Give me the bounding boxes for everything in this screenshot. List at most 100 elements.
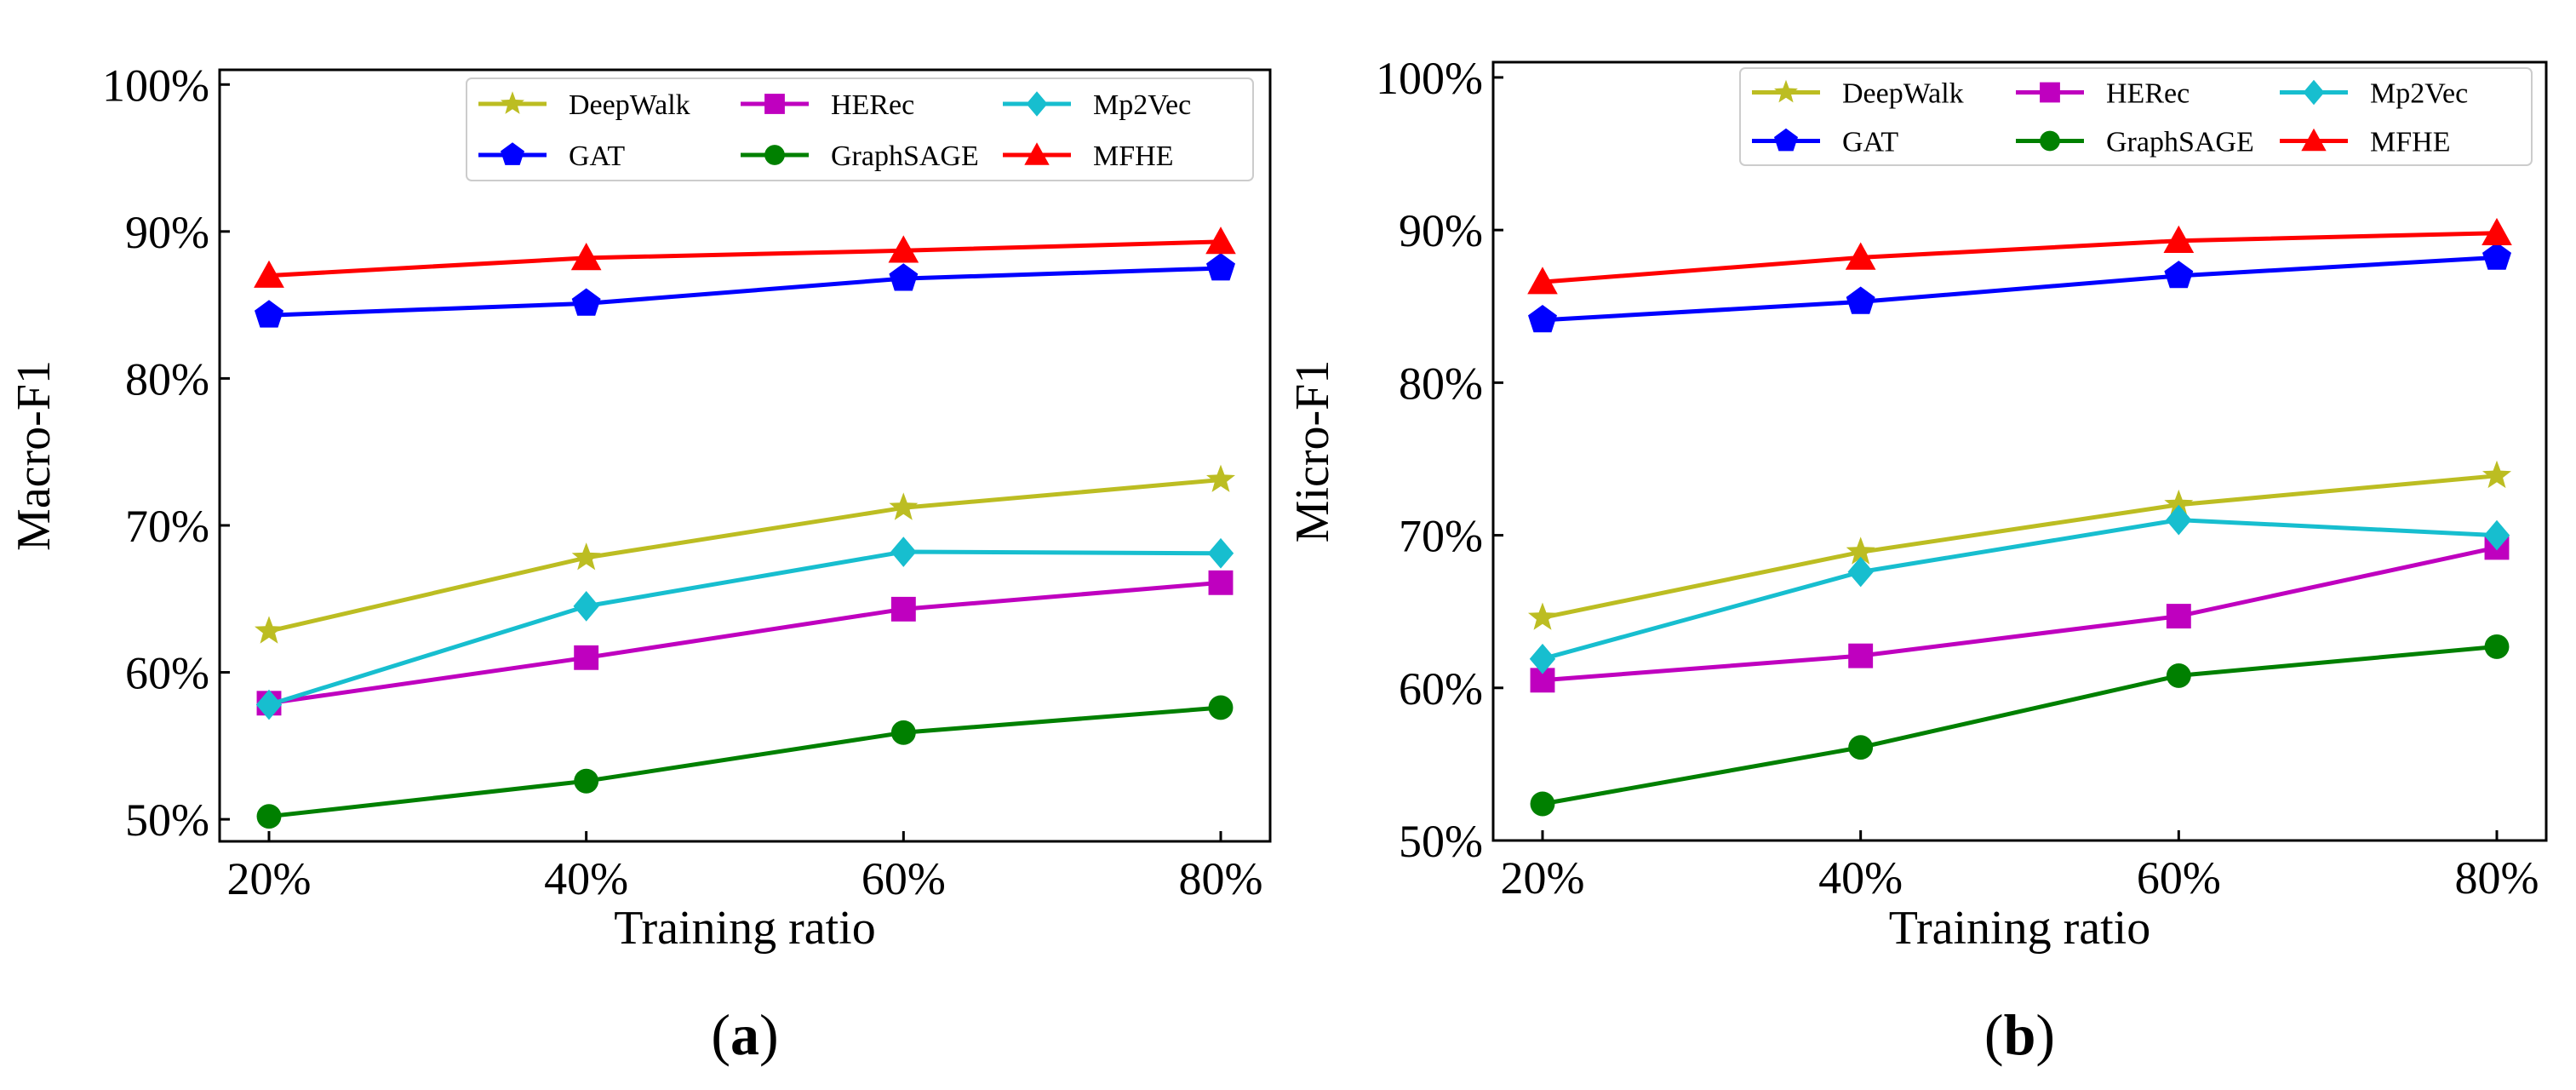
panel-b: 50% 60% 70% 80% 90% 100% 20% 40% 60% 80% Training … [1286,53,2548,1067]
legend-label-herec-a: HERec [831,89,914,121]
data-point-mfhe-a [888,235,919,263]
data-point-herec-a [890,596,916,622]
legend-label-mfhe-a: MFHE [1093,141,1173,172]
data-point-mfhe-a [1205,227,1236,255]
y-tick-label-a: 60% [125,648,209,699]
legend-marker-mfhe-a [1024,142,1050,165]
legend-marker-deepwalk-b [1774,79,1798,103]
y-tick-label-a: 100% [102,60,209,111]
legend-label-gat-a: GAT [569,141,625,172]
series-line-mfhe-a [268,239,1222,278]
series-line-mp2vec-b [1542,518,2498,662]
data-point-deepwalk-b [2482,460,2511,489]
data-point-gat-a [1206,253,1235,281]
data-point-mfhe-b [2482,217,2512,245]
legend-label-graphsage-a: GraphSAGE [831,141,979,172]
data-point-mp2vec-b [2483,519,2510,551]
series-line-mfhe-b [1542,231,2498,284]
data-point-mp2vec-a [890,536,917,567]
plot-frame-a [218,68,1272,843]
x-tick-label-a: 60% [862,853,946,904]
panel-label-b: (b) [1984,1002,2055,1067]
data-point-graphsage-a [890,720,916,745]
data-point-deepwalk-a [255,616,283,644]
y-tick-label-b: 90% [1399,205,1483,256]
data-point-gat-a [889,263,919,291]
series-line-graphsage-b [1542,644,2498,806]
legend-label-mp2vec-a: Mp2Vec [1093,89,1191,121]
data-point-mfhe-a [254,260,284,288]
data-point-mp2vec-b [1529,643,1556,674]
y-tick-label-b: 100% [1376,53,1483,104]
legend-label-herec-b: HERec [2106,78,2190,110]
series-line-deepwalk-b [1542,473,2498,620]
legend-label-graphsage-b: GraphSAGE [2106,127,2254,158]
x-axis-title-b: Training ratio [1889,902,2150,955]
y-tick-label-a: 90% [125,207,209,258]
data-point-deepwalk-a [1206,464,1235,492]
x-tick-label-b: 80% [2455,852,2539,904]
series-line-herec-a [268,580,1222,706]
data-point-herec-a [1208,570,1234,595]
plot-frame-b [1491,60,2548,842]
y-tick-label-a: 50% [125,795,209,846]
x-tick-label-b: 60% [2137,852,2221,904]
data-point-gat-b [2164,261,2194,289]
y-axis-title-a: Macro-F1 [8,360,60,551]
legend-marker-graphsage-b [2040,130,2060,152]
y-axis-title-b: Micro-F1 [1286,360,1339,543]
data-point-gat-a [571,288,601,316]
data-point-herec-b [1848,643,1874,668]
legend-marker-mp2vec-a [1026,91,1048,117]
y-tick-label-a: 70% [125,501,209,552]
legend-marker-mp2vec-b [2303,79,2325,106]
data-point-mfhe-b [1845,242,1876,270]
data-point-graphsage-b [1530,791,1555,817]
y-tick-label-b: 60% [1399,663,1483,714]
data-point-graphsage-a [574,768,599,794]
legend-marker-mfhe-b [2301,128,2327,152]
series-line-gat-b [1542,255,2498,323]
x-tick-label-a: 20% [227,853,312,904]
data-point-herec-a [574,645,599,670]
x-tick-label-b: 20% [1501,852,1585,904]
data-point-graphsage-b [2484,634,2510,659]
panel-label-a: (a) [711,1002,778,1067]
y-tick-label-b: 70% [1399,511,1483,562]
data-point-graphsage-b [1848,735,1874,760]
y-tick-label-a: 80% [125,353,209,404]
data-point-gat-b [1528,305,1557,333]
data-point-mfhe-b [1527,267,1558,295]
x-tick-label-a: 40% [544,853,628,904]
y-tick-label-b: 80% [1399,358,1483,409]
legend-label-deepwalk-b: DeepWalk [1842,78,1964,110]
panel-a: 50% 60% 70% 80% 90% 100% 20% 40% 60% 80% Training … [8,60,1272,1067]
series-line-herec-b [1542,545,2498,683]
data-point-deepwalk-b [1846,536,1875,565]
legend-marker-graphsage-a [764,145,785,165]
x-tick-label-a: 80% [1179,853,1263,904]
data-point-graphsage-a [256,804,282,829]
data-point-mp2vec-b [2166,504,2192,536]
series-line-mp2vec-a [268,549,1222,707]
x-axis-title-a: Training ratio [614,902,875,955]
data-point-gat-b [1846,286,1875,314]
data-point-graphsage-b [2166,663,2191,688]
series-line-graphsage-a [268,705,1222,819]
data-point-graphsage-a [1208,695,1234,720]
legend-marker-herec-b [2040,82,2060,103]
y-tick-label-b: 50% [1399,816,1483,867]
data-point-deepwalk-b [2164,489,2194,518]
x-tick-label-b: 40% [1818,852,1903,904]
legend-label-gat-b: GAT [1842,127,1898,158]
legend-label-mfhe-b: MFHE [2370,127,2450,158]
legend-label-deepwalk-a: DeepWalk [569,89,690,121]
data-point-mfhe-b [2163,225,2195,253]
data-point-herec-b [2166,604,2191,629]
data-point-mp2vec-a [573,591,599,622]
series-line-deepwalk-a [268,478,1222,634]
data-point-deepwalk-a [889,492,919,520]
legend-marker-deepwalk-a [501,91,524,114]
series-line-gat-a [268,266,1222,318]
